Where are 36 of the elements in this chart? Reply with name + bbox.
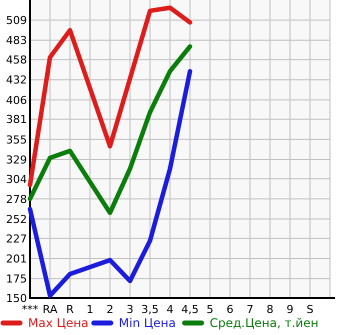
- x-tick-label: 3,5: [141, 303, 159, 316]
- y-tick-label: 355: [6, 133, 27, 146]
- legend-label: Сред.Цена, т.йен: [210, 316, 318, 330]
- x-tick-label: 2: [106, 303, 114, 316]
- y-tick-label: 304: [6, 172, 27, 186]
- y-tick-label: 175: [6, 272, 27, 286]
- line-series: [28, 68, 192, 298]
- x-tick-label: 7: [246, 303, 254, 316]
- x-tick-label: R: [66, 303, 74, 316]
- y-tick-label: 201: [6, 252, 27, 266]
- line-series: [28, 5, 192, 188]
- legend-label: Min Цена: [118, 316, 176, 330]
- y-tick-label: 406: [6, 94, 27, 107]
- x-tick-label: 3: [126, 303, 134, 316]
- x-tick-label: 1: [86, 303, 94, 316]
- y-tick-label: 381: [6, 113, 27, 126]
- x-tick-label: 8: [266, 303, 274, 316]
- y-tick-label: 509: [6, 14, 27, 28]
- x-tick-label: S: [306, 303, 314, 316]
- x-tick-label: 9: [286, 303, 294, 316]
- y-tick-label: 329: [6, 153, 27, 166]
- y-tick-label: 252: [6, 213, 27, 226]
- x-tick-label: ***: [22, 303, 39, 316]
- y-tick-label: 432: [6, 74, 27, 87]
- y-tick-label: 483: [6, 34, 27, 48]
- y-tick-label: 150: [6, 292, 27, 305]
- x-tick-label: 4: [166, 303, 174, 316]
- y-tick-label: 458: [6, 54, 27, 67]
- legend-label: Max Цена: [28, 316, 89, 330]
- x-tick-label: RA: [42, 303, 58, 316]
- y-tick-label: 227: [6, 232, 27, 246]
- line-series: [28, 44, 192, 216]
- x-tick-label: 5: [206, 303, 214, 316]
- y-tick-label: 278: [6, 192, 27, 206]
- x-tick-label: 6: [226, 303, 234, 316]
- x-tick-label: 4,5: [181, 303, 199, 316]
